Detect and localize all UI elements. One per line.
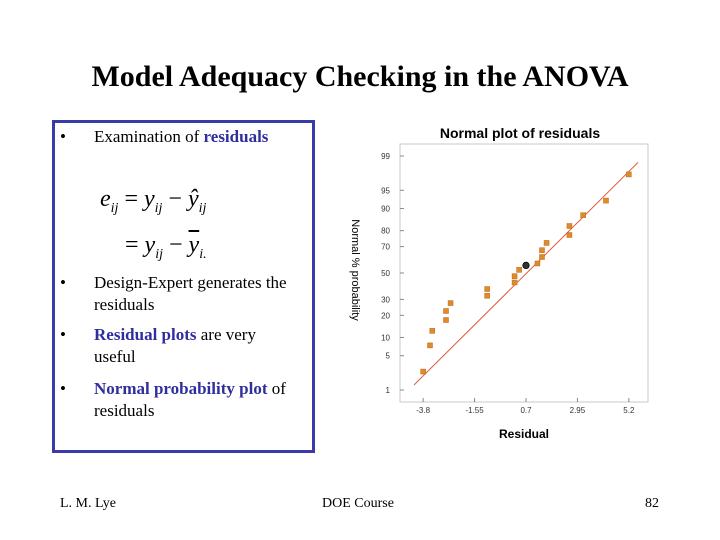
residual-point [603, 197, 609, 204]
eq-minus: − [168, 186, 182, 212]
eq-yhat: ŷ [187, 186, 199, 212]
residual-point [484, 286, 490, 292]
residual-point [427, 342, 433, 349]
y-tick-label: 80 [381, 227, 390, 236]
residual-point [443, 317, 449, 323]
x-tick-label: -3.8 [416, 406, 430, 415]
equation-line-2: = yij − yi. [125, 232, 207, 263]
residual-point [539, 254, 545, 260]
eq-y2-sub: ij [155, 246, 163, 262]
residual-point [539, 247, 545, 253]
bullet-dot: • [60, 127, 66, 146]
normal-plot-chart: Normal plot of residuals Normal % probab… [330, 120, 660, 455]
residual-point [626, 171, 632, 178]
residual-point [580, 212, 586, 218]
x-tick-label: 0.7 [520, 406, 532, 415]
bullet-text: Design-Expert generates the residuals [94, 273, 287, 314]
residual-point [543, 240, 550, 246]
bullet-text: of residuals [94, 379, 286, 420]
eq-y2: y [144, 232, 156, 258]
y-tick-label: 1 [386, 386, 391, 395]
bullet-highlight: Residual plots [94, 325, 197, 344]
residual-point [429, 328, 436, 334]
residual-point [516, 267, 522, 273]
bullet-text: Examination of [94, 127, 204, 146]
y-tick-label: 90 [381, 205, 390, 214]
residual-point [566, 232, 573, 238]
eq-yhat-sub: ij [198, 200, 207, 216]
chart-svg: Normal plot of residuals Normal % probab… [349, 125, 649, 441]
bullet-text: are very useful [94, 325, 256, 366]
y-tick-label: 50 [381, 269, 390, 278]
slide-title: Model Adequacy Checking in the ANOVA [91, 60, 629, 93]
eq-e-sub: ij [110, 200, 119, 216]
residual-point [511, 273, 518, 279]
y-tick-label: 95 [381, 186, 390, 195]
x-tick-label: 2.95 [570, 406, 586, 415]
bullet-dot: • [60, 273, 66, 292]
eq-ybar: y [188, 232, 200, 258]
residual-point [420, 368, 426, 375]
footer-page-number: 82 [645, 496, 659, 511]
eq-equals: = [124, 186, 138, 212]
plot-frame [399, 143, 649, 403]
eq-y: y [143, 186, 155, 212]
x-axis-label: Residual [499, 427, 549, 441]
residual-point [484, 293, 490, 299]
y-tick-label: 5 [386, 352, 391, 361]
y-tick-label: 20 [381, 311, 390, 320]
chart-title: Normal plot of residuals [440, 125, 600, 141]
bullet-highlight: Normal probability plot [94, 379, 268, 398]
footer-course: DOE Course [322, 496, 394, 511]
y-tick-label: 70 [381, 243, 390, 252]
x-tick-label: 5.2 [623, 406, 635, 415]
bullet-dot: • [60, 325, 66, 344]
eq-ybar-sub: i. [199, 246, 207, 262]
bullet-dot: • [60, 379, 66, 398]
equation-line-1: eij = yij − ŷij [100, 186, 206, 217]
residual-point [447, 300, 454, 306]
residual-point [443, 308, 449, 314]
y-axis-label: Normal % probability [349, 219, 361, 321]
eq-e: e [100, 186, 111, 212]
content-box [52, 120, 315, 453]
eq-y-sub: ij [154, 200, 163, 216]
y-tick-label: 99 [381, 152, 390, 161]
footer-author: L. M. Lye [60, 496, 116, 511]
eq-equals-2: = [125, 232, 139, 258]
residual-point [534, 260, 541, 267]
eq-minus-2: − [168, 232, 183, 258]
residual-point [566, 223, 573, 229]
bullet-highlight: residuals [203, 127, 269, 146]
highlighted-point [522, 261, 530, 270]
fit-line [413, 162, 639, 386]
residual-point [511, 279, 518, 286]
y-tick-label: 10 [381, 333, 390, 342]
y-tick-label: 30 [381, 295, 390, 304]
x-tick-label: -1.55 [465, 406, 484, 415]
